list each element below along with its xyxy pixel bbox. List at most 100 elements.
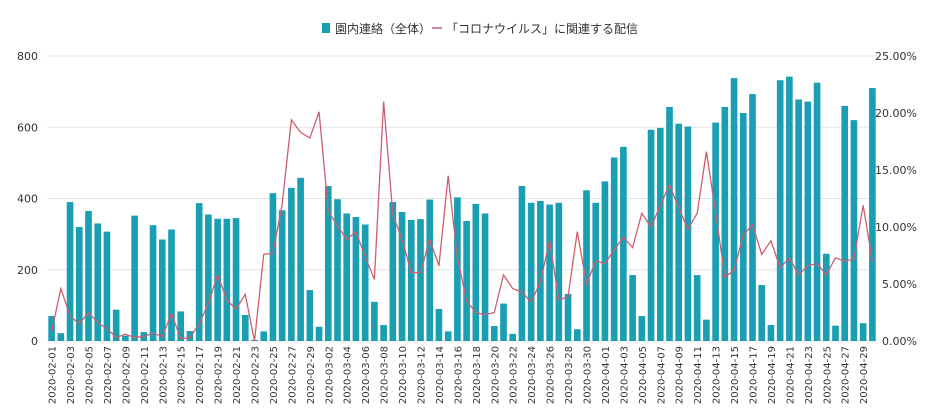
bar (195, 203, 203, 341)
x-tick-label: 2020-03-28 (564, 346, 575, 404)
bar (85, 210, 92, 341)
bar (103, 231, 111, 341)
x-tick-label: 2020-04-29 (859, 346, 870, 404)
line-path (50, 101, 874, 342)
bar (841, 105, 849, 342)
x-axis: 2020-02-01 2020-02-03 2020-02-05 2020-02-07… (48, 346, 871, 404)
x-tick-label: 2020-02-25 (269, 346, 280, 404)
bar (601, 181, 609, 341)
bar (583, 190, 590, 341)
y-right-tick-label: 20.00% (875, 107, 917, 120)
bar (859, 323, 867, 341)
x-tick-label: 2020-03-10 (398, 346, 409, 404)
bar (57, 333, 65, 341)
bar (288, 187, 295, 341)
bar (343, 213, 351, 341)
x-tick-label: 2020-03-12 (417, 346, 428, 404)
bar (537, 200, 544, 341)
bar (297, 177, 304, 341)
x-tick-label: 2020-04-19 (767, 346, 778, 404)
bar (629, 275, 636, 341)
bar (500, 303, 507, 341)
bar (869, 88, 876, 341)
bar (463, 220, 470, 341)
x-tick-label: 2020-03-30 (583, 346, 594, 404)
x-tick-label: 2020-03-04 (343, 346, 354, 404)
bar (112, 309, 120, 341)
bar (647, 129, 655, 341)
x-tick-label: 2020-02-05 (85, 346, 96, 404)
bar (454, 197, 461, 341)
legend-bar-label: 園内連絡（全体） (335, 21, 431, 36)
bar (168, 229, 175, 341)
x-tick-label: 2020-03-26 (546, 346, 557, 404)
y-right-tick-label: 25.00% (875, 50, 917, 63)
bar (177, 311, 185, 341)
bar (656, 127, 664, 342)
bar (48, 316, 55, 341)
bar (739, 113, 747, 341)
bar (371, 301, 378, 341)
bar (472, 203, 480, 341)
y-right-tick-label: 10.00% (875, 221, 917, 234)
bar (730, 78, 738, 341)
bar (260, 331, 268, 341)
bar (232, 218, 240, 341)
bar (186, 331, 194, 341)
x-tick-label: 2020-04-05 (638, 346, 649, 404)
x-tick-label: 2020-04-09 (675, 346, 686, 404)
x-tick-label: 2020-04-21 (785, 346, 796, 404)
bar (555, 202, 563, 341)
bar (832, 325, 839, 341)
bar (675, 123, 683, 341)
x-tick-label: 2020-02-21 (232, 346, 243, 404)
y-right-tick-label: 15.00% (875, 164, 917, 177)
legend-line-label: 「コロナウイルス」に関連する配信 (446, 22, 638, 36)
bar (158, 239, 166, 341)
x-tick-label: 2020-02-15 (177, 346, 188, 404)
x-tick-label: 2020-03-20 (490, 346, 501, 404)
x-tick-label: 2020-04-17 (749, 346, 760, 404)
x-tick-label: 2020-03-24 (527, 346, 538, 404)
bar (666, 106, 673, 341)
y-left-tick-label: 800 (17, 50, 38, 63)
x-tick-label: 2020-04-25 (822, 346, 833, 404)
x-tick-label: 2020-03-06 (361, 346, 372, 404)
bar (703, 319, 710, 342)
bar (361, 224, 369, 341)
bar (278, 210, 286, 341)
x-tick-label: 2020-02-13 (158, 346, 169, 404)
bar (822, 253, 830, 341)
x-tick-label: 2020-04-07 (656, 346, 667, 404)
bar (435, 308, 443, 341)
x-tick-label: 2020-03-16 (453, 346, 464, 404)
x-tick-label: 2020-04-13 (712, 346, 723, 404)
bar (813, 82, 821, 341)
bar (564, 293, 572, 341)
legend-bar-swatch (322, 23, 330, 33)
x-tick-label: 2020-03-08 (380, 346, 391, 404)
bar (417, 219, 424, 341)
left-y-axis: 0 200 400 600 800 (17, 50, 38, 348)
bar (389, 202, 397, 341)
bar (721, 106, 729, 341)
x-tick-label: 2020-03-22 (509, 346, 520, 404)
bar (518, 186, 526, 341)
bar (767, 324, 775, 341)
bar (149, 225, 157, 341)
bar (131, 215, 138, 341)
bar (380, 324, 387, 341)
bar (306, 290, 314, 341)
bar (122, 335, 129, 341)
bar (786, 76, 793, 341)
bar (241, 314, 249, 341)
x-tick-label: 2020-02-17 (195, 346, 206, 404)
bar (490, 326, 498, 341)
bar (776, 80, 784, 341)
x-tick-label: 2020-04-15 (730, 346, 741, 404)
bar (94, 223, 102, 341)
y-left-tick-label: 600 (17, 121, 38, 134)
bar (205, 214, 212, 341)
y-left-tick-label: 0 (31, 335, 38, 348)
bar (315, 326, 323, 341)
